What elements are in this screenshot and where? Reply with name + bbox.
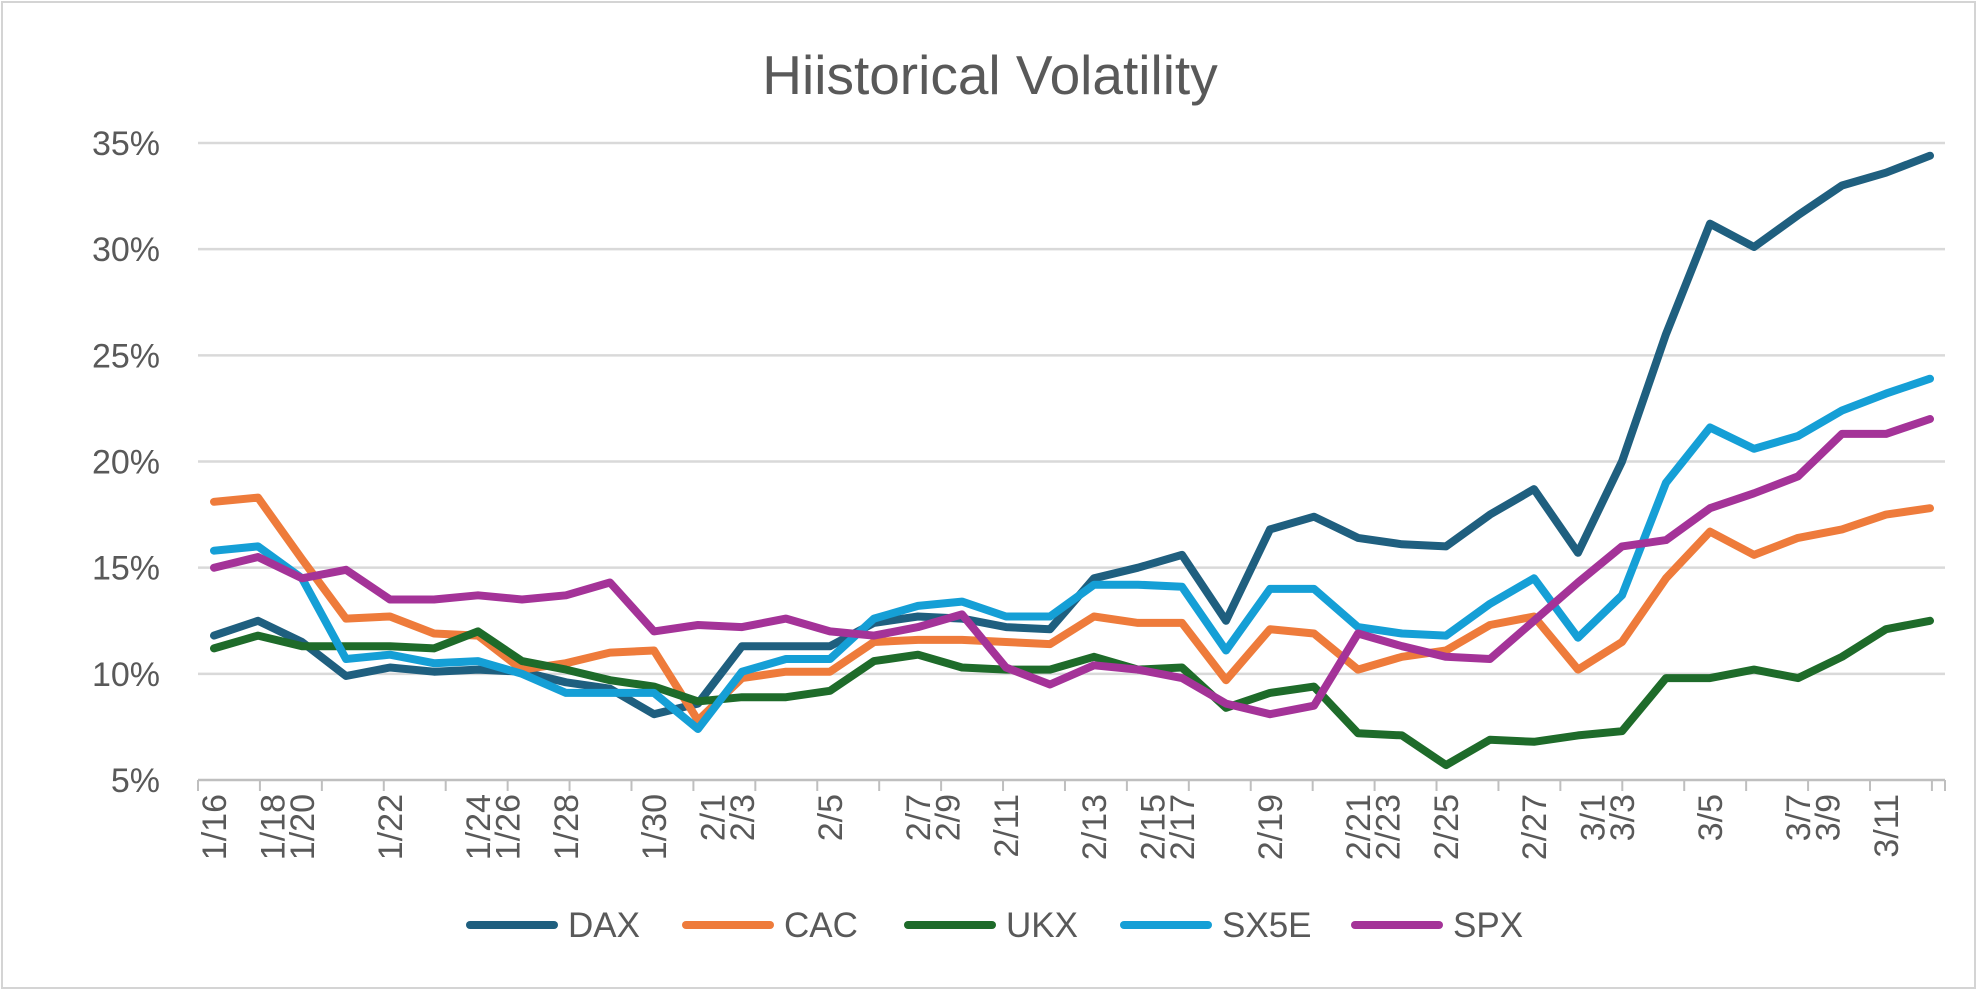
axes: 5% 10% 15% 20% 25% 30% 35% 1/16 1/181/20 1/22 1/24… bbox=[92, 125, 1946, 860]
x-tick-label: 1/20 bbox=[284, 794, 322, 860]
x-tick-label: 2/11 bbox=[988, 794, 1026, 858]
x-tick-label: 1/26 bbox=[489, 794, 527, 860]
legend-label-dax: DAX bbox=[568, 906, 640, 945]
y-tick-label: 10% bbox=[92, 656, 160, 694]
x-tick-label: 2/7 bbox=[900, 794, 938, 841]
x-tick-label: 2/3 bbox=[724, 794, 762, 841]
x-tick-label: 1/16 bbox=[196, 794, 234, 860]
legend-label-cac: CAC bbox=[784, 906, 858, 945]
x-tick-label: 2/25 bbox=[1428, 794, 1466, 860]
series-lines bbox=[210, 151, 1934, 770]
x-tick-label: 3/3 bbox=[1604, 794, 1642, 841]
y-tick-label: 35% bbox=[92, 125, 160, 163]
x-tick-label: 3/11 bbox=[1868, 794, 1906, 858]
legend-label-sx5e: SX5E bbox=[1222, 906, 1312, 945]
legend-label-ukx: UKX bbox=[1006, 906, 1078, 945]
x-tick-label: 2/13 bbox=[1076, 794, 1114, 860]
x-tick-label: 2/1 bbox=[695, 794, 733, 841]
x-tick-label: 2/17 bbox=[1164, 794, 1202, 860]
chart-title: Hiistorical Volatility bbox=[762, 44, 1218, 106]
x-tick-label: 1/24 bbox=[460, 794, 498, 860]
x-tick-label: 3/7 bbox=[1780, 794, 1818, 841]
x-tick-label: 3/1 bbox=[1575, 794, 1613, 841]
legend: DAX CAC UKX SX5E SPX bbox=[466, 906, 1523, 945]
x-tick-label: 2/15 bbox=[1135, 794, 1173, 860]
x-tick-label: 1/22 bbox=[372, 794, 410, 860]
series-line-ukx bbox=[210, 616, 1934, 770]
x-tick-label: 2/9 bbox=[929, 794, 967, 841]
x-tick-label: 2/27 bbox=[1516, 794, 1554, 860]
series-line-sx5e bbox=[210, 374, 1934, 733]
y-tick-label: 15% bbox=[92, 550, 160, 588]
y-tick-label: 25% bbox=[92, 337, 160, 375]
x-tick-label: 3/5 bbox=[1692, 794, 1730, 841]
series-line-cac bbox=[210, 493, 1934, 725]
legend-label-spx: SPX bbox=[1453, 906, 1523, 945]
y-tick-label: 5% bbox=[111, 762, 160, 800]
x-tick-label: 1/18 bbox=[255, 794, 293, 860]
x-tick-label: 2/21 bbox=[1340, 794, 1378, 860]
x-tick-label: 2/23 bbox=[1369, 794, 1407, 860]
x-tick-label: 2/19 bbox=[1252, 794, 1290, 860]
y-tick-label: 30% bbox=[92, 231, 160, 269]
series-line-spx bbox=[210, 415, 1934, 719]
x-tick-label: 2/5 bbox=[812, 794, 850, 841]
x-tick-label: 1/28 bbox=[548, 794, 586, 860]
x-tick-label: 3/9 bbox=[1809, 794, 1847, 841]
x-tick-label: 1/30 bbox=[636, 794, 674, 860]
y-tick-label: 20% bbox=[92, 444, 160, 482]
